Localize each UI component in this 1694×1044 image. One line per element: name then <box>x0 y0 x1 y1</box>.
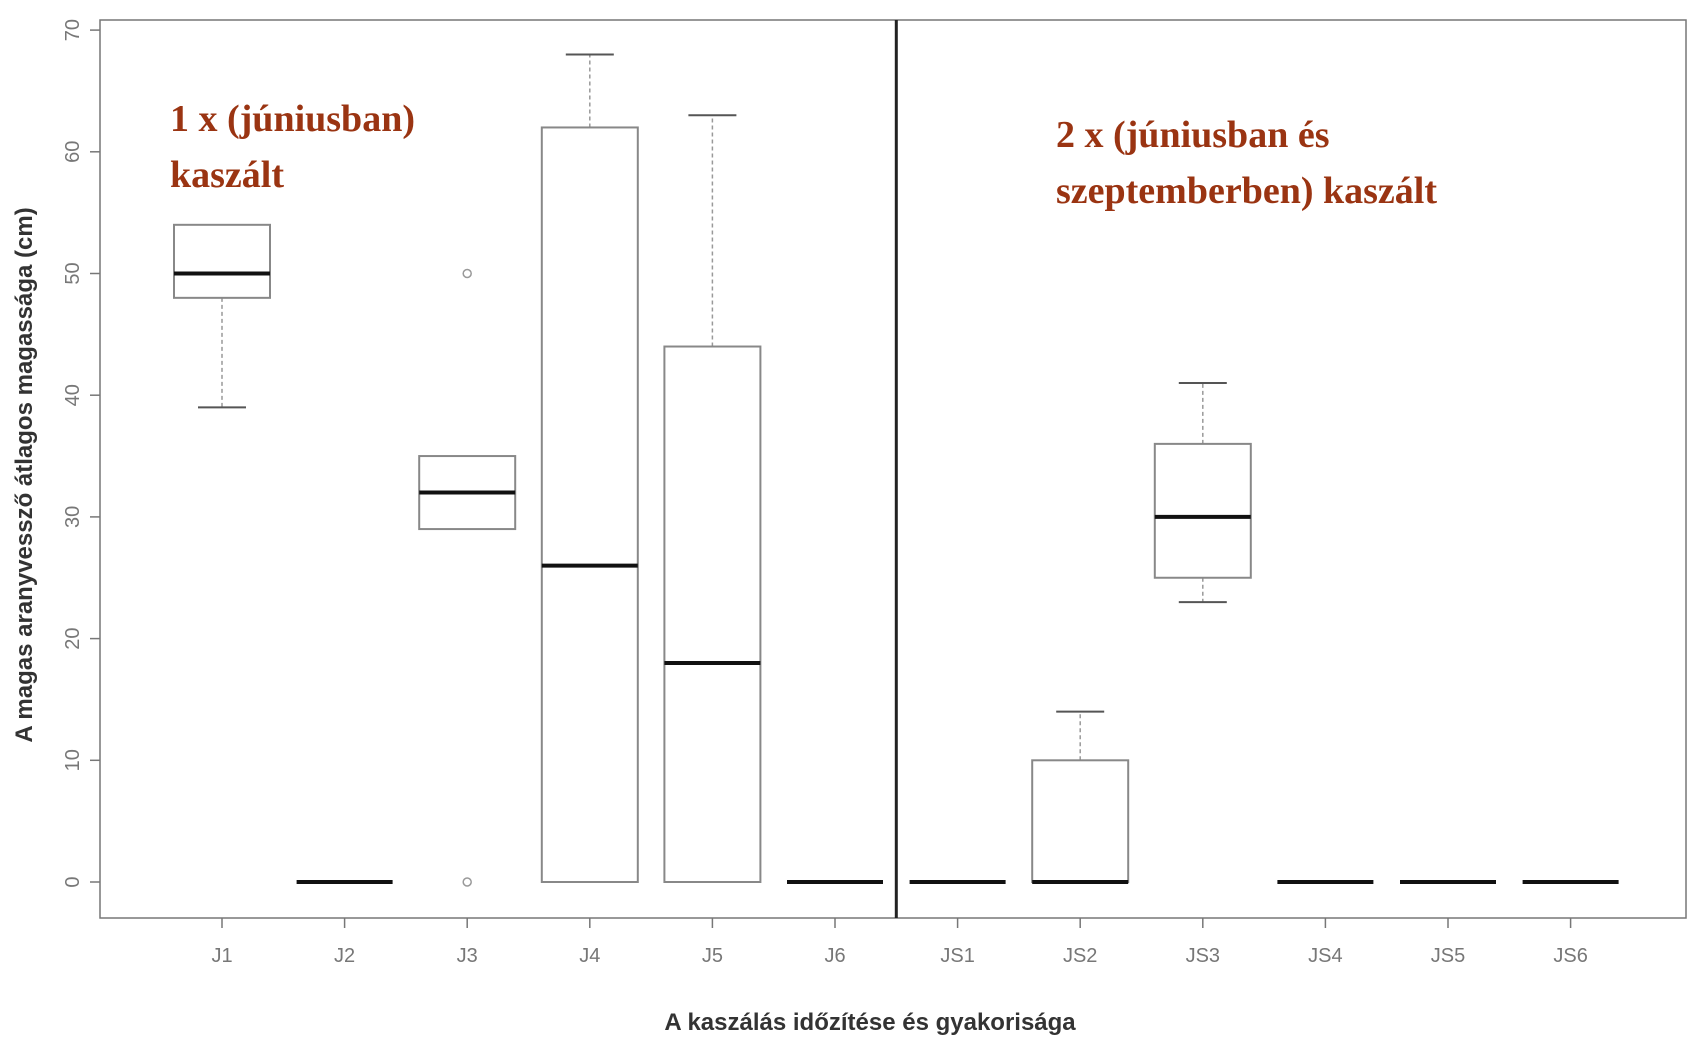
box-iqr <box>1031 759 1130 883</box>
y-tick-label: 0 <box>62 876 84 887</box>
box-J4 <box>540 53 639 883</box>
box-JS3 <box>1153 382 1252 604</box>
y-axis: 0 10 20 30 40 50 60 70 <box>62 19 100 888</box>
box-iqr <box>1153 442 1252 579</box>
x-tick-label: J3 <box>457 945 478 967</box>
x-axis: J1 J2 J3 J4 J5 J6 JS1 JS2 JS3 JS4 JS5 JS6 <box>211 918 1588 967</box>
box-JS2 <box>1031 710 1130 884</box>
x-axis-title: A kaszálás időzítése és gyakorisága <box>664 1009 1076 1036</box>
y-tick-label: 20 <box>62 627 84 649</box>
x-tick-label: J2 <box>334 945 355 967</box>
x-tick-label: JS6 <box>1553 945 1587 967</box>
y-tick-label: 50 <box>62 262 84 284</box>
y-tick-label: 40 <box>62 384 84 406</box>
y-tick-label: 30 <box>62 506 84 528</box>
x-tick-label: J6 <box>824 945 845 967</box>
box-iqr <box>540 126 639 883</box>
annotation-single-mowing-line2: kaszált <box>170 154 284 196</box>
x-tick-label: J1 <box>211 945 232 967</box>
annotation-single-mowing: 1 x (júniusban) kaszált <box>170 98 424 196</box>
outlier-point <box>462 268 472 279</box>
x-tick-label: JS4 <box>1308 945 1342 967</box>
outlier-point <box>462 877 472 887</box>
box-J3 <box>418 268 517 887</box>
x-tick-label: JS1 <box>940 945 974 967</box>
annotation-double-mowing-line1: 2 x (júniusban és <box>1056 114 1329 156</box>
box-J1 <box>173 223 271 409</box>
x-tick-label: J4 <box>579 945 600 967</box>
x-tick-label: JS2 <box>1063 945 1097 967</box>
x-tick-label: JS3 <box>1186 945 1220 967</box>
box-J5 <box>663 114 762 883</box>
box-iqr <box>663 345 762 883</box>
y-tick-label: 60 <box>62 141 84 163</box>
box-iqr <box>173 223 271 299</box>
annotation-double-mowing: 2 x (júniusban és szeptemberben) kaszált <box>1056 114 1437 212</box>
boxes <box>173 53 1619 887</box>
annotation-single-mowing-line1: 1 x (júniusban) <box>170 98 415 140</box>
y-axis-title: A magas aranyvessző átlagos magassága (c… <box>11 207 38 742</box>
y-tick-label: 70 <box>62 19 84 41</box>
y-tick-label: 10 <box>62 749 84 771</box>
plot-border <box>99 19 1687 919</box>
x-tick-label: JS5 <box>1431 945 1465 967</box>
x-tick-label: J5 <box>702 945 723 967</box>
annotation-double-mowing-line2: szeptemberben) kaszált <box>1056 170 1437 212</box>
plot-frame <box>99 19 1687 919</box>
